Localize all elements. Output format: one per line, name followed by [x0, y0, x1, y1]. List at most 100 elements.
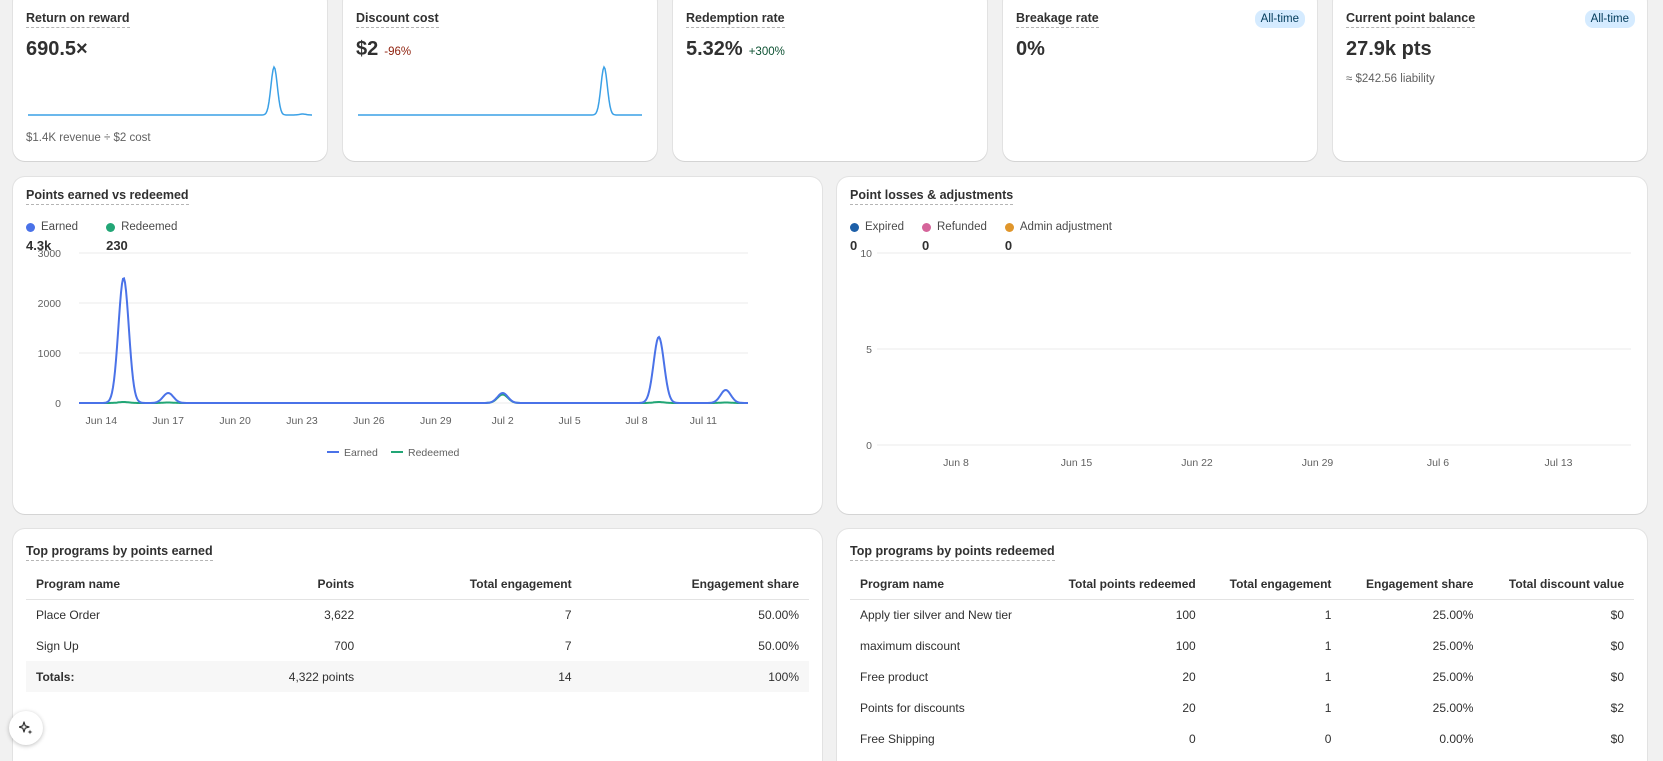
top-redeemed-table: Program name Total points redeemed Total…	[850, 569, 1634, 754]
x-tick-label: Jun 29	[420, 415, 452, 427]
legend-item-refunded[interactable]: Refunded 0	[922, 220, 987, 253]
kpi-title[interactable]: Redemption rate	[686, 10, 785, 28]
cell-engagement: 7	[564, 607, 572, 622]
legend-item-admin-adjustment[interactable]: Admin adjustment 0	[1004, 220, 1112, 253]
y-tick-label: 10	[860, 248, 872, 260]
kpi-title[interactable]: Breakage rate	[1016, 10, 1099, 28]
cell-engagement: 1	[1324, 607, 1332, 622]
cell-total-points: 4,322 points	[211, 661, 365, 692]
table-header-row: Program name Points Total engagement Eng…	[26, 569, 809, 600]
kpi-value: $2 -96%	[356, 37, 411, 64]
cell-program-name: Sign Up	[36, 638, 79, 653]
legend-item-earned[interactable]: Earned 4.3k	[26, 220, 78, 253]
kpi-delta: +300%	[748, 46, 785, 58]
cell-share: 25.00%	[1432, 700, 1474, 715]
kpi-card-current-point-balance: Current point balance All-time 27.9k pts…	[1333, 0, 1647, 161]
column-header[interactable]: Total discount value	[1483, 569, 1634, 600]
cell-share: 50.00%	[758, 638, 799, 653]
redeemed-dot-icon	[106, 223, 116, 232]
x-tick-label: Jul 5	[559, 415, 581, 427]
table-title[interactable]: Top programs by points earned	[26, 543, 213, 561]
kpi-title[interactable]: Return on reward	[26, 10, 130, 28]
cell-total-share: 100%	[581, 661, 809, 692]
legend-label: Redeemed	[121, 221, 178, 233]
column-header[interactable]: Points	[211, 569, 365, 600]
kpi-value: 27.9k pts	[1346, 37, 1432, 61]
legend-label: Admin adjustment	[1019, 221, 1112, 233]
legend-value: 4.3k	[26, 238, 52, 253]
cell-engagement: 0	[1324, 731, 1332, 746]
column-header[interactable]: Engagement share	[581, 569, 809, 600]
cell-program-name: Points for discounts	[860, 700, 965, 715]
cell-share: 25.00%	[1432, 607, 1474, 622]
column-header[interactable]: Program name	[850, 569, 1042, 600]
kpi-value-text: 690.5×	[26, 38, 88, 60]
cell-program-name: maximum discount	[860, 638, 961, 653]
legend-value: 230	[106, 238, 128, 253]
kpi-title[interactable]: Current point balance	[1346, 10, 1476, 28]
column-header[interactable]: Total engagement	[1205, 569, 1342, 600]
cell-total-engagement: 14	[364, 661, 582, 692]
cell-engagement: 7	[564, 638, 572, 653]
kpi-value-text: 0%	[1016, 38, 1045, 60]
cell-program-name: Free product	[860, 669, 929, 684]
y-tick-label: 0	[55, 398, 61, 410]
chart-legend: Earned 4.3k Redeemed 230	[26, 220, 195, 253]
table-row: maximum discount 100 1 25.00% $0	[850, 630, 1634, 661]
all-time-badge: All-time	[1254, 10, 1305, 28]
cell-share: 25.00%	[1432, 638, 1474, 653]
legend-item-expired[interactable]: Expired 0	[850, 220, 904, 253]
x-tick-label: Jul 8	[625, 415, 647, 427]
cell-engagement: 1	[1324, 638, 1332, 653]
top-earned-table: Program name Points Total engagement Eng…	[26, 569, 809, 692]
point-losses-line-chart[interactable]: 0 5 10 Jun 8 Jun 15 Jun 22 Jun 29 Jul 6 Jul 13	[837, 177, 1647, 514]
earned-redeemed-line-chart[interactable]: 0 1000 2000 3000 Jun 14 Jun 17 Jun 20 Jun 23 Jun…	[13, 177, 822, 514]
cell-program-name: Place Order	[36, 607, 101, 622]
legend-label: Expired	[865, 221, 904, 233]
kpi-card-breakage-rate: Breakage rate All-time 0%	[1003, 0, 1317, 161]
table-title[interactable]: Top programs by points redeemed	[850, 543, 1055, 561]
legend-label-redeemed: Redeemed	[408, 447, 460, 459]
earned-dot-icon	[26, 223, 35, 232]
refunded-dot-icon	[922, 223, 931, 232]
y-tick-label: 1000	[38, 348, 62, 360]
column-header[interactable]: Total engagement	[364, 569, 582, 600]
kpi-card-discount-cost: Discount cost $2 -96%	[343, 0, 657, 161]
cell-share: 25.00%	[1432, 669, 1474, 684]
sparkline	[358, 65, 642, 116]
chart-title[interactable]: Points earned vs redeemed	[26, 187, 189, 205]
table-row: Free Shipping 0 0 0.00% $0	[850, 723, 1634, 754]
x-tick-label: Jun 22	[1181, 457, 1213, 469]
x-tick-label: Jun 8	[943, 457, 969, 469]
legend-label: Refunded	[937, 221, 987, 233]
assistant-button[interactable]	[9, 711, 43, 745]
x-tick-label: Jun 23	[286, 415, 318, 427]
cell-engagement: 1	[1324, 700, 1332, 715]
legend-item-redeemed[interactable]: Redeemed 230	[106, 220, 177, 253]
legend-label: Earned	[41, 221, 79, 233]
y-tick-label: 5	[866, 344, 872, 356]
cell-points: 700	[334, 638, 355, 653]
cell-points: 3,622	[324, 607, 355, 622]
kpi-card-return-on-reward: Return on reward 690.5× $1.4K revenue ÷ …	[13, 0, 327, 161]
column-header[interactable]: Engagement share	[1341, 569, 1484, 600]
kpi-subtext: ≈ $242.56 liability	[1346, 73, 1435, 85]
kpi-title[interactable]: Discount cost	[356, 10, 439, 28]
x-tick-label: Jul 11	[690, 415, 717, 427]
cell-discount-value: $0	[1610, 638, 1624, 653]
table-row: Apply tier silver and New tier 100 1 25.…	[850, 599, 1634, 630]
kpi-value: 690.5×	[26, 37, 88, 61]
point-losses-card: Point losses & adjustments Expired 0 Ref…	[837, 177, 1647, 514]
kpi-card-redemption-rate: Redemption rate 5.32% +300%	[673, 0, 987, 161]
kpi-value-text: $2	[356, 38, 379, 60]
kpi-value-text: 27.9k pts	[1346, 38, 1432, 60]
x-tick-label: Jun 26	[353, 415, 385, 427]
chart-title[interactable]: Point losses & adjustments	[850, 187, 1014, 205]
x-tick-label: Jun 20	[219, 415, 251, 427]
column-header[interactable]: Program name	[26, 569, 212, 600]
cell-discount-value: $2	[1610, 700, 1624, 715]
points-earned-vs-redeemed-card: Points earned vs redeemed Earned 4.3k Re…	[13, 177, 822, 514]
column-header[interactable]: Total points redeemed	[1041, 569, 1206, 600]
x-tick-label: Jul 6	[1427, 457, 1449, 469]
kpi-value: 5.32% +300%	[686, 37, 785, 64]
